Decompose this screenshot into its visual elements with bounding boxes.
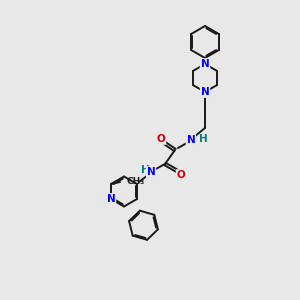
Text: N: N — [201, 59, 209, 69]
Text: H: H — [199, 134, 208, 144]
Text: N: N — [187, 135, 195, 145]
Text: N: N — [106, 194, 116, 204]
Text: H: H — [141, 165, 150, 175]
Text: N: N — [201, 87, 209, 97]
Text: N: N — [147, 167, 155, 177]
Text: O: O — [157, 134, 165, 144]
Text: O: O — [177, 170, 185, 180]
Text: CH₃: CH₃ — [126, 178, 144, 187]
